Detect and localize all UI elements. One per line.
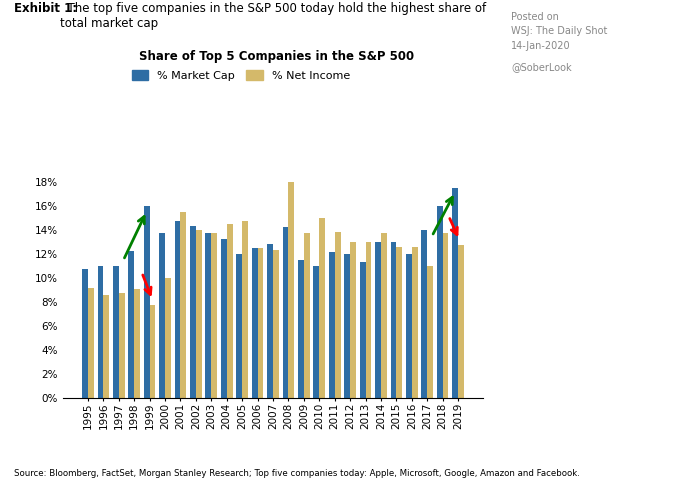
Bar [237, 254, 242, 398]
Bar [427, 266, 433, 398]
Bar [437, 206, 442, 398]
Bar [391, 242, 396, 398]
Text: Exhibit 1:: Exhibit 1: [14, 2, 77, 15]
Bar [273, 250, 279, 398]
Bar [211, 233, 217, 398]
Bar [412, 247, 418, 398]
Text: Share of Top 5 Companies in the S&P 500: Share of Top 5 Companies in the S&P 500 [139, 50, 414, 63]
Bar [190, 226, 196, 398]
Bar [314, 266, 319, 398]
Bar [365, 242, 372, 398]
Bar [128, 251, 134, 398]
Bar [452, 188, 458, 398]
Bar [267, 243, 273, 398]
Legend: % Market Cap, % Net Income: % Market Cap, % Net Income [132, 71, 350, 81]
Bar [258, 249, 263, 398]
Bar [181, 212, 186, 398]
Bar [88, 288, 94, 398]
Bar [396, 247, 402, 398]
Bar [174, 221, 181, 398]
Bar [421, 230, 427, 398]
Bar [196, 230, 202, 398]
Bar [304, 233, 309, 398]
Bar [406, 254, 412, 398]
Bar [442, 233, 449, 398]
Bar [319, 218, 325, 398]
Bar [329, 252, 335, 398]
Bar [288, 182, 294, 398]
Bar [227, 224, 232, 398]
Bar [104, 295, 109, 398]
Bar [242, 221, 248, 398]
Text: @SoberLook: @SoberLook [511, 62, 572, 72]
Bar [350, 242, 356, 398]
Bar [134, 289, 140, 398]
Bar [82, 269, 88, 398]
Bar [375, 242, 381, 398]
Text: WSJ: The Daily Shot: WSJ: The Daily Shot [511, 26, 608, 36]
Bar [252, 249, 258, 398]
Bar [119, 293, 125, 398]
Bar [159, 233, 165, 398]
Bar [113, 266, 119, 398]
Bar [144, 206, 150, 398]
Bar [97, 266, 104, 398]
Bar [335, 231, 340, 398]
Text: Posted on: Posted on [511, 12, 559, 22]
Bar [381, 233, 387, 398]
Bar [221, 239, 227, 398]
Bar [206, 233, 211, 398]
Text: 14-Jan-2020: 14-Jan-2020 [511, 41, 570, 51]
Bar [283, 227, 288, 398]
Bar [298, 260, 304, 398]
Bar [150, 305, 155, 398]
Bar [344, 254, 350, 398]
Text: Source: Bloomberg, FactSet, Morgan Stanley Research; Top five companies today: A: Source: Bloomberg, FactSet, Morgan Stanl… [14, 468, 580, 478]
Bar [360, 262, 365, 398]
Text: The top five companies in the S&P 500 today hold the highest share of
total mark: The top five companies in the S&P 500 to… [60, 2, 486, 30]
Bar [165, 278, 171, 398]
Bar [458, 245, 464, 398]
